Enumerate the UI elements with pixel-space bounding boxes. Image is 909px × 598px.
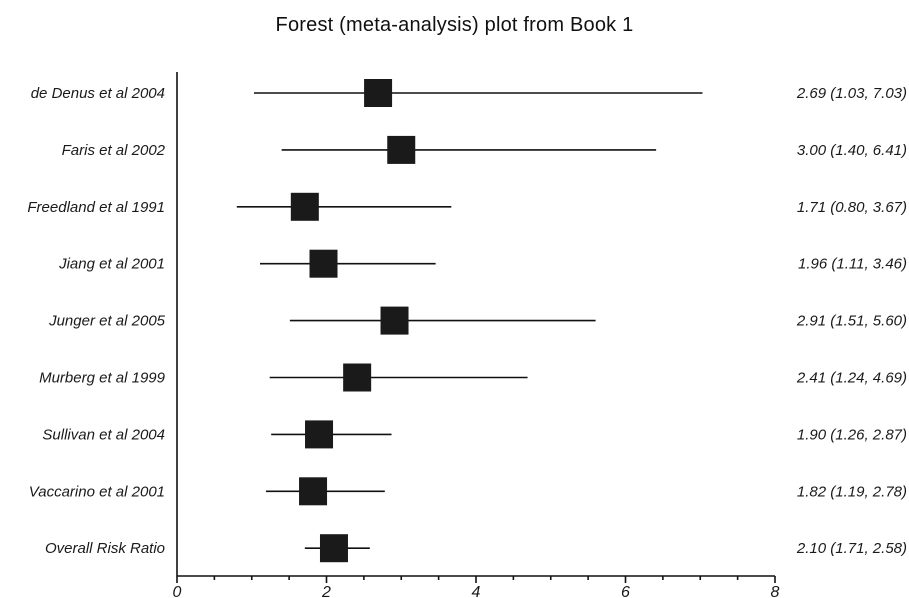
study-row: de Denus et al 2004 2.69 (1.03, 7.03) <box>31 79 907 107</box>
x-tick-label: 6 <box>621 584 630 598</box>
study-row: Junger et al 2005 2.91 (1.51, 5.60) <box>48 306 907 335</box>
study-row: Vaccarino et al 2001 1.82 (1.19, 2.78) <box>29 477 907 506</box>
point-estimate-marker <box>380 306 409 335</box>
study-label: Junger et al 2005 <box>48 313 166 330</box>
estimate-ci-label: 1.71 (0.80, 3.67) <box>797 199 907 216</box>
study-row: Freedland et al 1991 1.71 (0.80, 3.67) <box>27 192 907 221</box>
study-row: Faris et al 2002 3.00 (1.40, 6.41) <box>62 135 907 164</box>
study-row: Overall Risk Ratio 2.10 (1.71, 2.58) <box>45 534 907 563</box>
study-label: Freedland et al 1991 <box>27 199 165 216</box>
estimate-ci-label: 1.90 (1.26, 2.87) <box>797 426 907 443</box>
study-row: Jiang et al 2001 1.96 (1.11, 3.46) <box>58 249 907 278</box>
x-tick-label: 4 <box>472 584 481 598</box>
study-label: de Denus et al 2004 <box>31 85 165 102</box>
estimate-ci-label: 2.91 (1.51, 5.60) <box>796 313 907 330</box>
study-label: Murberg et al 1999 <box>39 370 166 387</box>
point-estimate-marker <box>299 477 328 506</box>
study-label: Jiang et al 2001 <box>58 256 165 273</box>
study-label: Vaccarino et al 2001 <box>29 483 165 500</box>
point-estimate-marker <box>364 79 393 107</box>
study-row: Murberg et al 1999 2.41 (1.24, 4.69) <box>39 363 907 392</box>
point-estimate-marker <box>309 249 338 278</box>
x-tick-label: 0 <box>173 584 182 598</box>
study-label: Faris et al 2002 <box>62 142 166 159</box>
study-label: Overall Risk Ratio <box>45 540 165 557</box>
study-label: Sullivan et al 2004 <box>42 426 165 443</box>
point-estimate-marker <box>387 135 416 164</box>
point-estimate-marker <box>319 534 348 563</box>
estimate-ci-label: 1.82 (1.19, 2.78) <box>797 483 907 500</box>
estimate-ci-label: 2.41 (1.24, 4.69) <box>796 370 907 387</box>
chart-title: Forest (meta-analysis) plot from Book 1 <box>275 14 634 36</box>
estimate-ci-label: 2.10 (1.71, 2.58) <box>796 540 907 557</box>
point-estimate-marker <box>290 192 319 221</box>
study-row: Sullivan et al 2004 1.90 (1.26, 2.87) <box>42 420 907 449</box>
estimate-ci-label: 2.69 (1.03, 7.03) <box>796 85 907 102</box>
x-tick-label: 2 <box>321 584 331 598</box>
estimate-ci-label: 1.96 (1.11, 3.46) <box>798 256 907 273</box>
point-estimate-marker <box>343 363 372 392</box>
x-tick-label: 8 <box>771 584 780 598</box>
estimate-ci-label: 3.00 (1.40, 6.41) <box>797 142 907 159</box>
point-estimate-marker <box>305 420 334 449</box>
